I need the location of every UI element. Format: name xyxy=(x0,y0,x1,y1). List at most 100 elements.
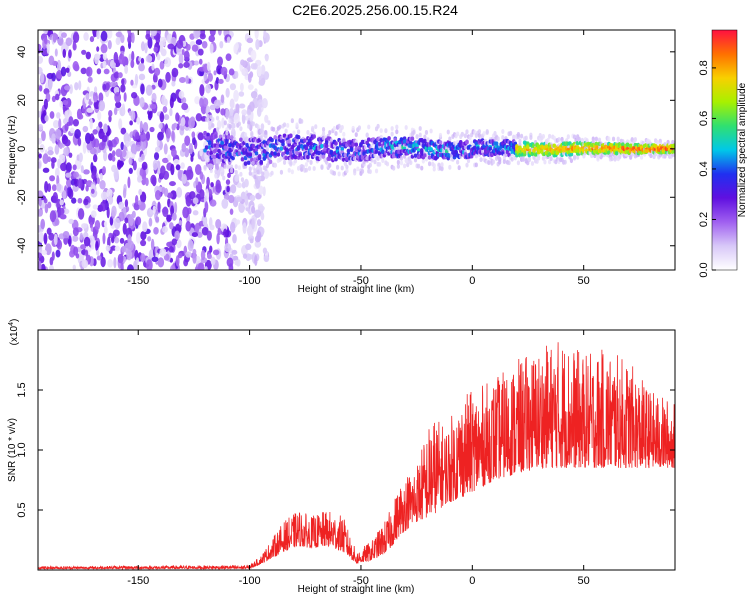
heatmap-cell xyxy=(199,148,203,157)
heatmap-cell xyxy=(209,43,214,54)
snr-x-tick-label: -100 xyxy=(239,575,261,587)
heatmap-cell xyxy=(127,264,134,270)
heatmap-cell xyxy=(181,142,186,153)
heatmap-cell xyxy=(115,148,123,158)
heatmap-cell xyxy=(206,176,210,187)
heatmap-cell xyxy=(139,96,145,108)
heatmap-cell xyxy=(134,73,139,86)
heatmap-cell xyxy=(630,137,634,142)
heatmap-cell xyxy=(616,136,620,142)
heatmap-cell xyxy=(100,201,107,212)
heatmap-cell xyxy=(206,230,212,241)
heatmap-cell xyxy=(251,217,255,230)
heatmap-cell xyxy=(230,184,237,194)
heatmap-cell xyxy=(214,134,218,139)
heatmap-cell xyxy=(47,183,52,193)
heatmap-cell xyxy=(38,137,43,145)
heatmap-cell xyxy=(214,169,218,175)
heatmap-cell xyxy=(99,180,106,190)
heatmap-cell xyxy=(140,239,147,247)
heatmap-cell xyxy=(92,91,98,103)
snr-scale-prefix: (x10 xyxy=(9,325,20,345)
heatmap-cell xyxy=(178,220,183,226)
heatmap-cell xyxy=(107,259,114,268)
heatmap-cell xyxy=(223,164,227,170)
spectrogram-x-axis-label: Height of straight line (km) xyxy=(298,284,415,295)
heatmap-cell xyxy=(429,128,433,134)
heatmap-cell xyxy=(243,161,248,166)
spectrogram-x-tick-label: 50 xyxy=(578,275,590,287)
heatmap-cell xyxy=(176,186,183,198)
heatmap-cell xyxy=(440,162,444,168)
heatmap-cell xyxy=(364,145,368,150)
heatmap-cell xyxy=(201,226,209,236)
heatmap-cell xyxy=(240,157,245,162)
heatmap-cell xyxy=(139,120,143,133)
heatmap-cell xyxy=(367,124,371,130)
heatmap-cell xyxy=(89,221,93,229)
heatmap-cell xyxy=(192,197,199,205)
heatmap-cell xyxy=(332,170,337,176)
heatmap-cell xyxy=(332,126,337,131)
heatmap-cell xyxy=(73,171,79,178)
heatmap-cell xyxy=(108,140,113,152)
heatmap-cell xyxy=(162,105,168,113)
heatmap-cell xyxy=(229,83,237,91)
heatmap-cell xyxy=(176,39,184,49)
heatmap-cell xyxy=(225,53,232,62)
heatmap-cell xyxy=(156,53,161,61)
heatmap-cell xyxy=(180,117,186,127)
heatmap-cell xyxy=(171,67,179,78)
heatmap-cell xyxy=(234,259,239,266)
heatmap-cell xyxy=(183,61,190,68)
heatmap-cell xyxy=(121,245,126,253)
heatmap-cell xyxy=(111,150,116,157)
heatmap-cell xyxy=(263,30,267,39)
heatmap-cell xyxy=(151,256,159,262)
heatmap-cell xyxy=(130,79,134,86)
snr-y-tick-label: 0.5 xyxy=(16,502,28,517)
snr-x-tick-label: -150 xyxy=(127,575,149,587)
heatmap-cell xyxy=(145,259,153,270)
snr-y-tick-label: 1.0 xyxy=(16,442,28,457)
heatmap-cell xyxy=(296,134,301,140)
heatmap-cell xyxy=(247,84,254,90)
heatmap-cell xyxy=(166,241,174,248)
heatmap-cell xyxy=(108,110,113,117)
heatmap-cell xyxy=(299,155,304,161)
heatmap-cell xyxy=(68,188,74,200)
heatmap-cell xyxy=(181,96,187,104)
heatmap-cell xyxy=(185,75,189,84)
heatmap-cell xyxy=(63,139,71,147)
heatmap-cell xyxy=(474,153,478,159)
heatmap-cell xyxy=(118,72,123,79)
heatmap-cell xyxy=(217,56,223,67)
heatmap-cell xyxy=(136,116,141,125)
heatmap-cell xyxy=(116,159,122,170)
heatmap-cell xyxy=(237,165,241,171)
heatmap-cell xyxy=(196,231,203,238)
heatmap-cell xyxy=(275,130,279,135)
heatmap-cell xyxy=(390,126,394,131)
heatmap-cell xyxy=(594,136,598,142)
heatmap-cell xyxy=(43,232,48,244)
heatmap-cell xyxy=(311,125,315,131)
heatmap-cell xyxy=(102,83,107,91)
heatmap-cell xyxy=(72,42,77,51)
heatmap-cell xyxy=(83,169,90,175)
heatmap-cell xyxy=(96,255,102,261)
heatmap-cell xyxy=(153,46,159,53)
heatmap-cell xyxy=(535,159,539,164)
heatmap-cell xyxy=(491,159,496,165)
spectrogram-y-axis: -40 -20 0 20 40 xyxy=(16,46,675,254)
heatmap-cell xyxy=(317,150,321,156)
heatmap-cell xyxy=(251,143,256,149)
heatmap-cell xyxy=(85,92,90,101)
heatmap-cell xyxy=(366,137,371,142)
heatmap-cell xyxy=(96,30,100,40)
heatmap-cell xyxy=(360,155,365,160)
heatmap-cell xyxy=(250,132,254,138)
heatmap-cell xyxy=(256,124,260,130)
heatmap-cell xyxy=(174,201,178,214)
heatmap-cell xyxy=(97,111,102,121)
